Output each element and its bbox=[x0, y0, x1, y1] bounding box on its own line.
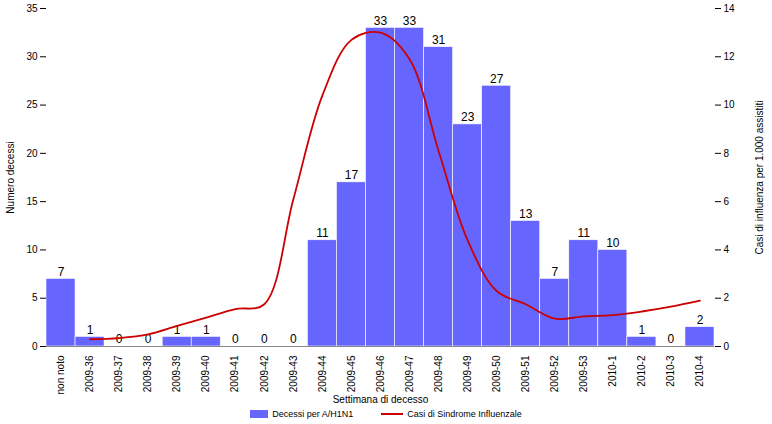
svg-text:12: 12 bbox=[724, 51, 736, 62]
svg-text:35: 35 bbox=[26, 3, 38, 14]
svg-text:2009-43: 2009-43 bbox=[288, 355, 299, 392]
svg-text:1: 1 bbox=[173, 322, 181, 337]
svg-text:2: 2 bbox=[697, 313, 704, 327]
html-text:Decessi per A/H1N1: Decessi per A/H1N1 bbox=[272, 409, 354, 419]
svg-text:17: 17 bbox=[345, 168, 359, 182]
svg-text:13: 13 bbox=[519, 207, 533, 221]
svg-text:2009-40: 2009-40 bbox=[200, 355, 211, 392]
svg-text:11: 11 bbox=[316, 226, 329, 240]
svg-text:1: 1 bbox=[639, 323, 646, 337]
svg-text:0: 0 bbox=[116, 332, 123, 346]
svg-text:0: 0 bbox=[32, 341, 38, 352]
svg-text:2009-52: 2009-52 bbox=[549, 355, 560, 392]
svg-text:25: 25 bbox=[26, 99, 38, 110]
svg-text:non noto: non noto bbox=[55, 355, 66, 394]
svg-text:1: 1 bbox=[87, 323, 94, 337]
svg-text:10: 10 bbox=[26, 244, 38, 255]
svg-text:15: 15 bbox=[26, 196, 38, 207]
svg-text:7: 7 bbox=[58, 265, 65, 279]
svg-text:7: 7 bbox=[551, 265, 558, 279]
svg-text:2009-53: 2009-53 bbox=[578, 355, 589, 392]
svg-text:Numero decessi: Numero decessi bbox=[5, 141, 16, 213]
svg-text:2010-2: 2010-2 bbox=[636, 355, 647, 387]
svg-text:2009-45: 2009-45 bbox=[346, 355, 357, 392]
svg-text:33: 33 bbox=[374, 14, 388, 28]
svg-text:23: 23 bbox=[461, 110, 475, 124]
svg-text:0: 0 bbox=[668, 332, 675, 346]
svg-text:2009-37: 2009-37 bbox=[113, 355, 124, 392]
svg-text:1: 1 bbox=[203, 323, 210, 337]
svg-text:2009-38: 2009-38 bbox=[142, 355, 153, 392]
svg-text:2009-51: 2009-51 bbox=[520, 355, 531, 392]
svg-text:33: 33 bbox=[403, 14, 417, 28]
svg-text:2009-46: 2009-46 bbox=[375, 355, 386, 392]
svg-text:2009-44: 2009-44 bbox=[317, 355, 328, 392]
svg-text:27: 27 bbox=[490, 72, 504, 86]
svg-text:4: 4 bbox=[724, 244, 730, 255]
svg-text:10: 10 bbox=[724, 99, 736, 110]
svg-text:0: 0 bbox=[290, 332, 297, 346]
svg-text:8: 8 bbox=[724, 148, 730, 159]
svg-text:2009-47: 2009-47 bbox=[404, 355, 415, 392]
svg-text:2009-42: 2009-42 bbox=[259, 355, 270, 392]
svg-text:6: 6 bbox=[724, 196, 730, 207]
svg-text:2009-50: 2009-50 bbox=[491, 355, 502, 392]
svg-text:Settimana di decesso: Settimana di decesso bbox=[333, 394, 429, 405]
svg-text:2009-41: 2009-41 bbox=[229, 355, 240, 392]
svg-text:2009-36: 2009-36 bbox=[84, 355, 95, 392]
svg-text:2009-39: 2009-39 bbox=[171, 355, 182, 392]
svg-text:10: 10 bbox=[606, 236, 620, 250]
svg-text:0: 0 bbox=[232, 332, 239, 346]
svg-text:2: 2 bbox=[724, 292, 730, 303]
svg-text:0: 0 bbox=[144, 332, 152, 347]
svg-text:2010-1: 2010-1 bbox=[607, 355, 618, 387]
html-text:Casi di Sindrome Influenzale: Casi di Sindrome Influenzale bbox=[407, 409, 522, 419]
svg-text:2010-4: 2010-4 bbox=[694, 355, 705, 387]
svg-text:2010-3: 2010-3 bbox=[665, 355, 676, 387]
svg-text:0: 0 bbox=[261, 332, 268, 346]
svg-text:14: 14 bbox=[724, 3, 736, 14]
svg-text:20: 20 bbox=[26, 148, 38, 159]
svg-text:2009-49: 2009-49 bbox=[462, 355, 473, 392]
svg-text:11: 11 bbox=[578, 226, 591, 240]
svg-text:0: 0 bbox=[724, 341, 730, 352]
svg-text:31: 31 bbox=[432, 33, 446, 47]
svg-text:30: 30 bbox=[26, 51, 38, 62]
svg-text:5: 5 bbox=[32, 292, 38, 303]
svg-text:Casi di influenza per 1.000 as: Casi di influenza per 1.000 assistiti bbox=[754, 101, 765, 255]
svg-text:2009-48: 2009-48 bbox=[433, 355, 444, 392]
